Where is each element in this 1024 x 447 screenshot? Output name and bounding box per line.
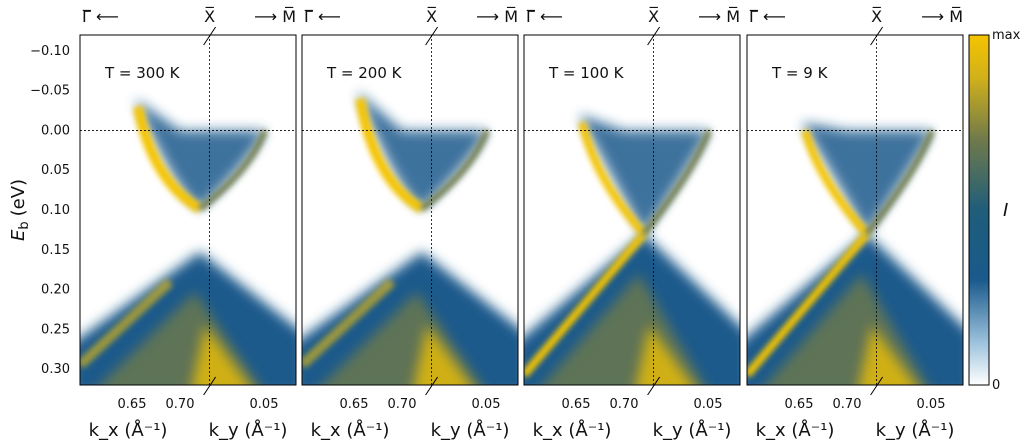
lower-band-bright xyxy=(192,325,249,385)
ky-axis-title: k_y (Å⁻¹) xyxy=(876,419,955,441)
axis-break-mark xyxy=(203,376,217,396)
top-label-x: X̅ xyxy=(426,7,437,26)
panel-3: T = 100 K Γ̅ ⟵ X̅ ⟶ M̅ 0.65 0.70 0.05 k_x (Å⁻¹)… xyxy=(523,7,741,441)
upper-band-branch xyxy=(801,129,870,237)
spectral-intensity-map xyxy=(524,114,740,385)
axis-break-mark xyxy=(647,376,661,396)
y-tick-labels: −0.10 −0.05 0.00 0.05 0.10 0.15 0.20 0.25 0.30 xyxy=(30,44,70,377)
colorbar-label: I xyxy=(1003,200,1008,221)
x-tick-label: 0.05 xyxy=(250,397,279,412)
spectral-intensity-map xyxy=(80,98,296,385)
colorbar-min-label: 0 xyxy=(992,378,1000,393)
panel-temperature-label: T = 300 K xyxy=(104,64,181,82)
y-tick-label: −0.05 xyxy=(30,84,70,99)
spectral-intensity-map xyxy=(302,90,518,385)
x-tick-label: 0.05 xyxy=(694,397,723,412)
y-tick-label: 0.05 xyxy=(41,163,70,178)
y-tick-label: 0.10 xyxy=(41,203,70,218)
axis-break-mark xyxy=(425,26,439,46)
upper-band-region xyxy=(802,122,932,234)
top-label-x: X̅ xyxy=(648,7,659,26)
top-label-gamma: Γ̅ ⟵ xyxy=(82,7,119,26)
panels: T = 300 K Γ̅ ⟵ X̅ ⟶ M̅ 0.65 0.70 0.05 k_x (Å⁻¹)… xyxy=(79,7,964,441)
lower-band-bright xyxy=(859,325,916,385)
x-tick-label: 0.70 xyxy=(610,397,639,412)
top-label-gamma: Γ̅ ⟵ xyxy=(526,7,563,26)
lower-band-bright xyxy=(636,325,693,385)
lower-band-branch xyxy=(302,278,396,369)
axis-break-mark xyxy=(203,26,217,46)
panel-frame xyxy=(301,34,519,386)
upper-band-right-branch xyxy=(641,129,712,236)
panel-temperature-label: T = 9 K xyxy=(771,64,829,82)
top-label-gamma: Γ̅ ⟵ xyxy=(749,7,786,26)
ky-axis-title: k_y (Å⁻¹) xyxy=(653,419,732,441)
colorbar: max 0 I xyxy=(968,28,1021,393)
colorbar-max-label: max xyxy=(992,28,1021,43)
panel-frame xyxy=(523,34,741,386)
spectral-intensity-map xyxy=(747,122,963,385)
axis-break-mark xyxy=(870,376,884,396)
svg-text:Eb(eV): Eb(eV) xyxy=(8,179,32,241)
lower-band-branch xyxy=(747,231,870,378)
kx-axis-title: k_x (Å⁻¹) xyxy=(89,419,168,441)
y-tick-label: 0.15 xyxy=(41,243,70,258)
top-label-m: ⟶ M̅ xyxy=(254,7,296,26)
panel-temperature-label: T = 100 K xyxy=(548,64,625,82)
y-axis-title: Eb(eV) xyxy=(8,179,32,241)
axis-break-mark xyxy=(647,26,661,46)
y-tick-label: 0.25 xyxy=(41,322,70,337)
x-tick-label: 0.65 xyxy=(785,397,814,412)
panel-frame xyxy=(79,34,297,386)
panel-temperature-label: T = 200 K xyxy=(326,64,403,82)
x-tick-label: 0.65 xyxy=(118,397,147,412)
top-label-m: ⟶ M̅ xyxy=(476,7,518,26)
axis-break-mark xyxy=(425,376,439,396)
y-tick-label: 0.30 xyxy=(41,362,70,377)
kx-axis-title: k_x (Å⁻¹) xyxy=(533,419,612,441)
upper-band-right-branch xyxy=(420,129,490,212)
upper-band-branch xyxy=(355,97,425,214)
lower-band-branch xyxy=(524,231,647,378)
ky-axis-title: k_y (Å⁻¹) xyxy=(431,419,510,441)
upper-band-region xyxy=(135,98,265,209)
panel-frame xyxy=(746,34,964,386)
x-tick-label: 0.65 xyxy=(340,397,369,412)
x-tick-label: 0.70 xyxy=(166,397,195,412)
top-label-m: ⟶ M̅ xyxy=(921,7,963,26)
y-tick-label: −0.10 xyxy=(30,44,70,59)
panel-1: T = 300 K Γ̅ ⟵ X̅ ⟶ M̅ 0.65 0.70 0.05 k_x (Å⁻¹)… xyxy=(79,7,297,441)
kx-axis-title: k_x (Å⁻¹) xyxy=(311,419,390,441)
lower-band-bright xyxy=(414,325,471,385)
upper-band-right-branch xyxy=(198,129,268,212)
top-label-x: X̅ xyxy=(204,7,215,26)
colorbar-scale xyxy=(968,34,990,386)
ky-axis-title: k_y (Å⁻¹) xyxy=(209,419,288,441)
x-tick-label: 0.05 xyxy=(472,397,501,412)
top-label-m: ⟶ M̅ xyxy=(698,7,740,26)
x-tick-label: 0.70 xyxy=(388,397,417,412)
upper-band-region xyxy=(357,90,487,209)
x-tick-label: 0.65 xyxy=(562,397,591,412)
x-tick-label: 0.70 xyxy=(833,397,862,412)
axis-break-mark xyxy=(870,26,884,46)
top-label-x: X̅ xyxy=(871,7,882,26)
upper-band-right-branch xyxy=(864,129,935,236)
upper-band-branch xyxy=(133,105,203,214)
upper-band-branch xyxy=(578,121,647,237)
kx-axis-title: k_x (Å⁻¹) xyxy=(756,419,835,441)
y-tick-label: 0.00 xyxy=(41,123,70,138)
x-tick-label: 0.05 xyxy=(917,397,946,412)
panel-4: T = 9 K Γ̅ ⟵ X̅ ⟶ M̅ 0.65 0.70 0.05 k_x (Å⁻¹) k_… xyxy=(746,7,964,441)
panel-2: T = 200 K Γ̅ ⟵ X̅ ⟶ M̅ 0.65 0.70 0.05 k_x (Å⁻¹)… xyxy=(301,7,519,441)
y-tick-label: 0.20 xyxy=(41,283,70,298)
top-label-gamma: Γ̅ ⟵ xyxy=(304,7,341,26)
upper-band-region xyxy=(579,114,709,234)
lower-band-branch xyxy=(80,278,174,369)
